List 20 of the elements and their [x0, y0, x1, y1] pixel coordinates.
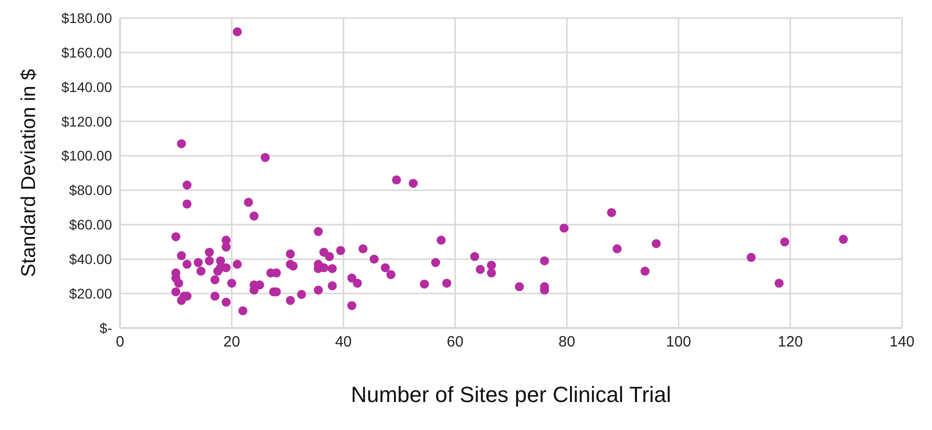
y-tick-label: $180.00 — [61, 10, 112, 26]
x-axis-title: Number of Sites per Clinical Trial — [350, 382, 672, 407]
x-tick-label: 100 — [666, 334, 692, 351]
y-tick-label: $160.00 — [61, 44, 112, 60]
x-tick-label: 40 — [335, 334, 352, 351]
y-tick-label: $120.00 — [61, 113, 112, 130]
y-tick-label: $140.00 — [61, 78, 112, 95]
x-tick-label: 60 — [446, 334, 464, 351]
y-axis-title: Standard Deviation in $ — [18, 69, 40, 277]
y-tick-label: $- — [100, 320, 112, 336]
y-tick-label: $40.00 — [69, 251, 112, 268]
x-tick-label: 0 — [116, 334, 124, 351]
x-tick-label: 140 — [889, 334, 915, 351]
y-tick-label: $80.00 — [69, 182, 112, 198]
y-tick-label: $60.00 — [69, 216, 112, 233]
x-tick-label: 120 — [778, 334, 803, 351]
x-tick-label: 20 — [223, 334, 240, 351]
x-tick-label: 80 — [558, 334, 576, 351]
y-tick-label: $100.00 — [61, 148, 112, 164]
y-tick-label: $20.00 — [69, 286, 112, 302]
